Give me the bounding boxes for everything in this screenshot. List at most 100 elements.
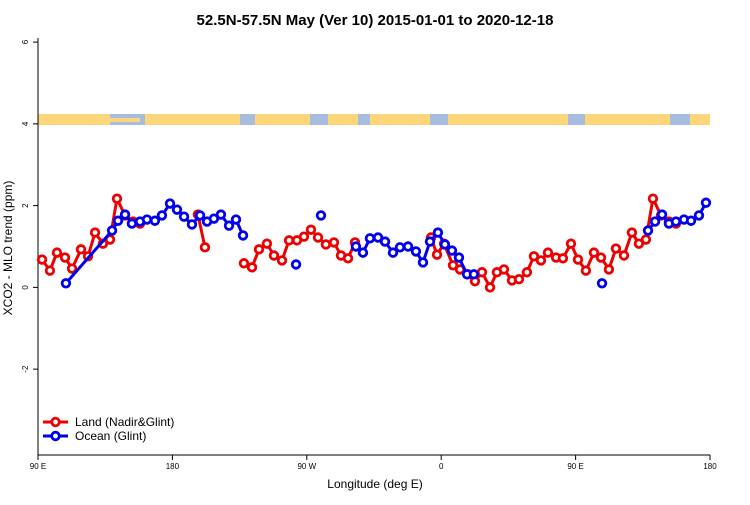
x-tick-label: 0 [439, 462, 444, 471]
point [59, 252, 71, 263]
point [453, 252, 465, 263]
x-tick-label: 180 [166, 462, 180, 471]
point [342, 253, 354, 264]
point [253, 244, 265, 255]
point [649, 216, 661, 227]
x-tick-label: 90 W [297, 462, 316, 471]
point [372, 232, 384, 243]
point [199, 242, 211, 253]
y-tick-label: 0 [21, 285, 30, 290]
point [535, 255, 547, 266]
point [89, 227, 101, 238]
point [693, 210, 705, 221]
point [246, 262, 258, 273]
series-line [40, 193, 677, 291]
point [111, 193, 123, 204]
point [542, 247, 554, 258]
point [66, 263, 78, 274]
legend: Land (Nadir&Glint)Ocean (Glint) [43, 415, 174, 443]
point [417, 257, 429, 268]
point [447, 260, 459, 271]
point [238, 258, 250, 269]
legend-label: Ocean (Glint) [75, 429, 146, 443]
point [387, 247, 399, 258]
point [328, 237, 340, 248]
point [320, 239, 332, 250]
point [565, 238, 577, 249]
point [75, 244, 87, 255]
point [194, 210, 206, 221]
point [261, 238, 273, 249]
point [60, 278, 72, 289]
point [528, 251, 540, 262]
point [424, 236, 436, 247]
legend-label: Land (Nadir&Glint) [75, 415, 174, 429]
point [394, 242, 406, 253]
point [633, 238, 645, 249]
point [446, 245, 458, 256]
point [283, 235, 295, 246]
point [119, 209, 131, 220]
y-tick-label: -2 [21, 365, 30, 373]
y-tick-label: 2 [21, 203, 30, 208]
point [402, 241, 414, 252]
point [618, 250, 630, 261]
point [186, 219, 198, 230]
point [44, 265, 56, 276]
legend-marker [50, 416, 61, 428]
point [610, 243, 622, 254]
point [603, 264, 615, 275]
y-axis-label: XCO2 - MLO trend (ppm) [1, 181, 15, 316]
point [596, 278, 608, 289]
point [141, 214, 153, 225]
point [410, 246, 422, 257]
point [439, 239, 451, 250]
point [685, 215, 697, 226]
point [656, 209, 668, 220]
point [208, 213, 220, 224]
point [642, 225, 654, 236]
point [276, 255, 288, 266]
point [521, 267, 533, 278]
point [572, 254, 584, 265]
point [640, 234, 652, 245]
point [164, 198, 176, 209]
x-tick-label: 90 E [30, 462, 46, 471]
point [498, 264, 510, 275]
point [237, 230, 249, 241]
point [315, 210, 327, 221]
legend-marker [50, 430, 61, 442]
point [230, 214, 242, 225]
point [379, 236, 391, 247]
point [290, 259, 302, 270]
point [476, 267, 488, 278]
x-tick-label: 180 [703, 462, 717, 471]
point [178, 211, 190, 222]
y-tick-label: 4 [21, 121, 30, 126]
chart-title: 52.5N-57.5N May (Ver 10) 2015-01-01 to 2… [197, 12, 554, 29]
point [126, 218, 138, 229]
point [484, 282, 496, 293]
point [305, 224, 317, 235]
point [357, 247, 369, 258]
point [468, 269, 480, 280]
point [513, 274, 525, 285]
point [215, 209, 227, 220]
point [156, 210, 168, 221]
point [312, 232, 324, 243]
point [350, 241, 362, 252]
point [670, 216, 682, 227]
map-strip [38, 114, 710, 125]
point [700, 197, 712, 208]
point [432, 227, 444, 238]
point [223, 220, 235, 231]
point [431, 249, 443, 260]
point [51, 247, 63, 258]
point [580, 265, 592, 276]
point [595, 252, 607, 263]
point [626, 227, 638, 238]
point [557, 253, 569, 264]
point [268, 250, 280, 261]
